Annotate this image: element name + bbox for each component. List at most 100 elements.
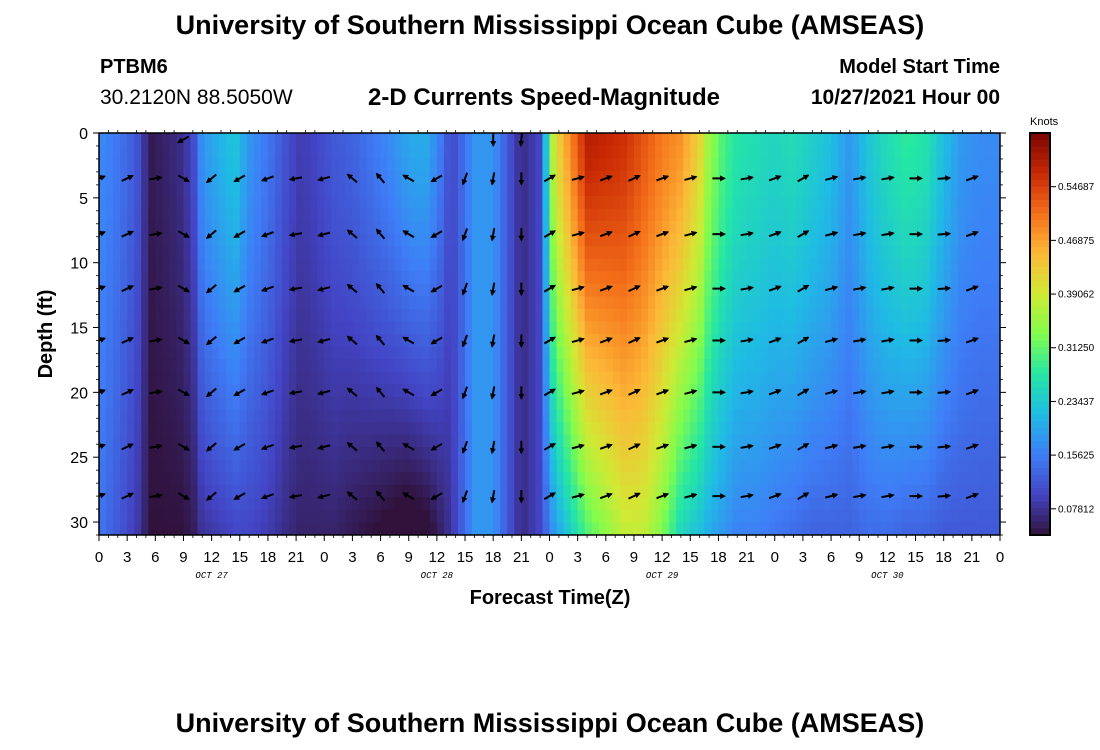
heatmap-cell: [619, 497, 628, 511]
heatmap-cell: [978, 246, 987, 260]
current-vector: [797, 284, 810, 293]
heatmap-cell: [197, 409, 206, 423]
heatmap-cell: [225, 447, 234, 461]
heatmap-cell: [493, 334, 501, 348]
heatmap-cell: [781, 421, 790, 436]
heatmap-cell: [303, 145, 311, 159]
heatmap-cell: [450, 133, 459, 147]
heatmap-cell: [345, 208, 354, 222]
heatmap-cell: [134, 421, 142, 436]
heatmap-cell: [676, 497, 684, 511]
heatmap-cell: [394, 447, 403, 461]
heatmap-cell: [929, 133, 938, 147]
heatmap-cell: [366, 522, 375, 535]
heatmap-cell: [570, 170, 579, 184]
heatmap-cell: [788, 220, 797, 235]
heatmap-cell: [598, 409, 607, 423]
heatmap-cell: [908, 170, 917, 184]
heatmap-cell: [528, 371, 537, 385]
heatmap-cell: [725, 246, 734, 260]
heatmap-cell: [528, 158, 537, 172]
heatmap-cell: [781, 145, 790, 159]
current-vector: [375, 282, 386, 294]
heatmap-cell: [824, 208, 832, 222]
heatmap-cell: [732, 233, 741, 247]
heatmap-cell: [753, 371, 762, 385]
heatmap-cell: [450, 208, 459, 222]
heatmap-cell: [218, 459, 227, 473]
heatmap-cell: [570, 145, 579, 159]
current-vector: [684, 389, 698, 395]
heatmap-cell: [683, 296, 691, 310]
heatmap-cell: [450, 334, 459, 348]
heatmap-cell: [746, 509, 755, 524]
heatmap-cell: [472, 497, 480, 511]
heatmap-cell: [922, 421, 931, 436]
heatmap-cell: [824, 158, 832, 172]
heatmap-cell: [274, 371, 283, 385]
heatmap-cell: [866, 308, 874, 323]
heatmap-cell: [760, 308, 769, 323]
heatmap-cell: [148, 434, 156, 448]
heatmap-cell: [246, 421, 255, 436]
heatmap-cell: [943, 321, 952, 335]
colorbar-segment: [1030, 474, 1050, 482]
heatmap-cell: [493, 497, 501, 511]
heatmap-cell: [106, 133, 114, 147]
heatmap-cell: [725, 195, 734, 209]
heatmap-cell: [824, 346, 832, 360]
heatmap-cell: [514, 384, 522, 398]
heatmap-cell: [176, 434, 185, 448]
heatmap-cell: [465, 321, 473, 335]
heatmap-cell: [767, 359, 776, 373]
heatmap-cell: [929, 283, 938, 297]
heatmap-cell: [563, 195, 572, 209]
heatmap-cell: [472, 158, 480, 172]
heatmap-cell: [169, 233, 178, 247]
heatmap-cell: [457, 472, 466, 486]
current-vector: [430, 442, 443, 451]
heatmap-cell: [380, 246, 389, 260]
heatmap-cell: [676, 220, 684, 235]
heatmap-cell: [267, 472, 276, 486]
heatmap-cell: [718, 170, 727, 184]
heatmap-cell: [282, 283, 290, 297]
heatmap-cell: [232, 158, 241, 172]
heatmap-cell: [387, 509, 396, 524]
heatmap-cell: [359, 283, 368, 297]
heatmap-cell: [99, 233, 107, 247]
heatmap-cell: [774, 308, 783, 323]
heatmap-cell: [486, 434, 494, 448]
heatmap-cell: [253, 258, 262, 272]
heatmap-cell: [246, 384, 255, 398]
heatmap-cell: [317, 145, 325, 159]
heatmap-cell: [493, 308, 501, 323]
colorbar-segment: [1030, 434, 1050, 442]
heatmap-cell: [626, 334, 635, 348]
heatmap-cell: [873, 296, 881, 310]
heatmap-cell: [591, 447, 600, 461]
heatmap-cell: [809, 321, 818, 335]
heatmap-cell: [183, 472, 192, 486]
heatmap-cell: [500, 170, 508, 184]
heatmap-cell: [774, 522, 783, 535]
heatmap-cell: [894, 447, 903, 461]
heatmap-cell: [232, 434, 241, 448]
heatmap-cell: [211, 334, 220, 348]
heatmap-cell: [915, 346, 924, 360]
heatmap-cell: [978, 271, 987, 285]
heatmap-cell: [303, 283, 311, 297]
heatmap-cell: [331, 283, 339, 297]
heatmap-cell: [781, 447, 790, 461]
heatmap-cell: [549, 296, 558, 310]
heatmap-cell: [964, 434, 973, 448]
heatmap-cell: [507, 459, 515, 473]
current-vector: [543, 388, 556, 397]
heatmap-cell: [957, 208, 966, 222]
heatmap-cell: [964, 308, 973, 323]
heatmap-cell: [985, 459, 994, 473]
heatmap-cell: [831, 459, 839, 473]
heatmap-cell: [605, 497, 614, 511]
heatmap-cell: [260, 509, 269, 524]
heatmap-cell: [781, 133, 790, 147]
